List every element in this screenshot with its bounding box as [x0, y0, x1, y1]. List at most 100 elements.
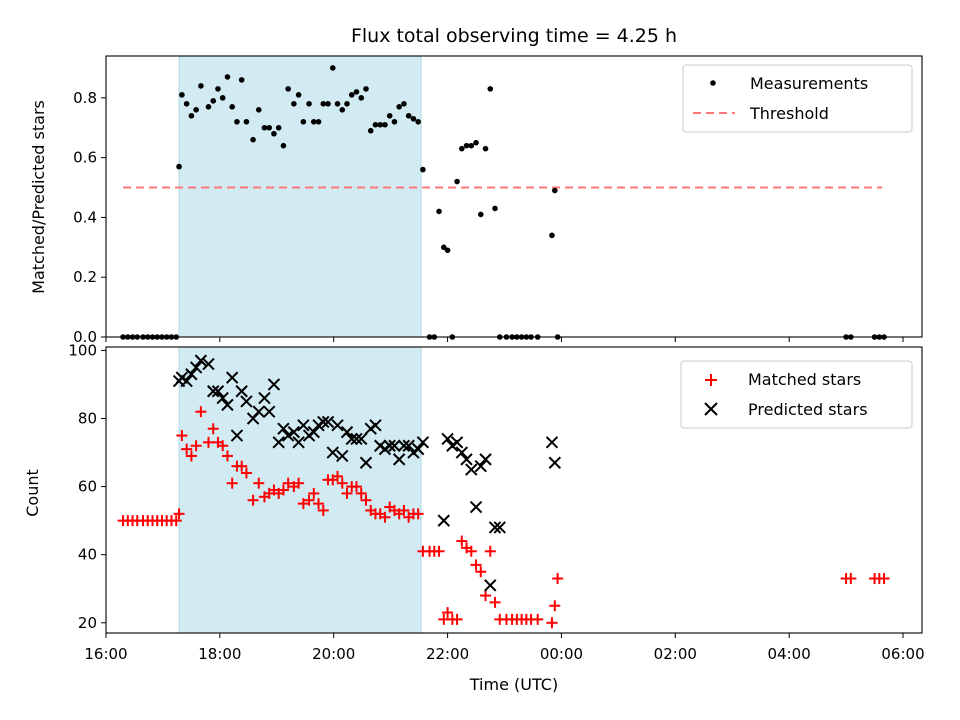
matched-star-point: [226, 477, 238, 489]
predicted-star-point: [240, 395, 253, 408]
measurement-point: [459, 145, 465, 152]
matched-star-point: [341, 487, 353, 499]
measurement-point: [310, 118, 317, 125]
measurement-point: [436, 208, 442, 215]
predicted-star-point: [272, 436, 285, 449]
matched-star-point: [350, 481, 362, 493]
bottom-axes-frame: [105, 346, 923, 634]
measurement-point: [372, 121, 379, 128]
measurement-point: [391, 118, 398, 125]
measurement-point: [396, 104, 402, 110]
measurement-point: [386, 112, 393, 119]
measurement-point: [250, 136, 256, 143]
matched-star-point: [221, 450, 233, 462]
predicted-star-point: [469, 500, 483, 514]
measurement-point: [477, 211, 484, 218]
chart-title: Flux total observing time = 4.25 h: [351, 25, 677, 47]
measurement-point: [552, 187, 558, 194]
measurement-point: [325, 101, 331, 107]
matched-star-point: [293, 477, 305, 489]
legend-matched-marker: [705, 374, 717, 386]
measurement-point: [410, 115, 417, 122]
measurement-point: [285, 86, 291, 92]
predicted-star-point: [221, 398, 234, 412]
predicted-star-point: [369, 419, 382, 432]
matched-star-point: [190, 440, 202, 452]
matched-star-point: [433, 545, 445, 557]
measurement-point: [454, 178, 460, 185]
matched-star-point: [170, 515, 182, 527]
predicted-star-point: [383, 439, 396, 452]
measurement-point: [382, 121, 388, 128]
bottom-y-axis-label: Count: [23, 469, 42, 517]
measurement-point: [234, 118, 240, 125]
matched-star-point: [489, 596, 501, 608]
y-tick-label: 40: [78, 546, 97, 564]
matched-star-point: [336, 477, 348, 489]
matched-star-point: [355, 487, 367, 499]
predicted-star-point: [392, 453, 406, 466]
legend-threshold-label: Threshold: [749, 104, 829, 123]
measurement-point: [176, 163, 182, 170]
matched-star-point: [552, 573, 564, 585]
matched-star-point: [176, 430, 188, 442]
predicted-star-point: [345, 432, 358, 446]
measurement-point: [224, 74, 231, 80]
measurement-point: [487, 86, 494, 92]
measurement-point: [377, 121, 384, 128]
matched-star-point: [360, 494, 372, 506]
measurement-point: [348, 92, 355, 98]
measurement-point: [306, 101, 312, 107]
predicted-star-point: [355, 432, 368, 446]
measurement-point: [549, 232, 555, 239]
measurement-point: [401, 101, 407, 107]
measurement-point: [275, 124, 282, 131]
x-tick-label: 20:00: [312, 645, 355, 663]
matched-star-point: [181, 443, 193, 455]
measurement-point: [266, 124, 273, 131]
measurement-point: [291, 101, 297, 107]
predicted-star-point: [359, 456, 373, 469]
matched-star-point: [247, 494, 259, 506]
y-tick-label: 80: [78, 410, 97, 428]
matched-stars-points: [117, 406, 890, 629]
legend-matched-label: Matched stars: [748, 370, 861, 389]
predicted-star-point: [331, 419, 344, 432]
matched-star-point: [240, 467, 252, 479]
measurement-point: [271, 130, 277, 137]
measurement-point: [255, 107, 262, 113]
predicted-star-point: [235, 385, 248, 398]
predicted-star-point: [202, 357, 215, 371]
matched-star-point: [253, 477, 265, 489]
x-tick-label: 02:00: [654, 645, 697, 663]
bottom-legend: Matched stars Predicted stars: [680, 360, 913, 429]
matched-star-point: [475, 566, 487, 578]
predicted-star-point: [474, 459, 487, 473]
matched-star-point: [303, 494, 315, 506]
matched-star-point: [195, 406, 207, 418]
bottom-x-ticks: 16:00 18:00 20:00 22:00 00:00 02:00 04:00 06:00: [84, 633, 925, 663]
bottom-y-ticks: 20 40 60 80 100: [68, 341, 106, 632]
top-legend-box: [682, 64, 913, 133]
measurement-point: [210, 98, 217, 104]
measurement-point: [315, 118, 322, 125]
x-tick-label: 16:00: [84, 645, 127, 663]
matched-star-point: [532, 613, 544, 625]
y-tick-label: 0.6: [73, 149, 97, 167]
matched-star-point: [484, 545, 496, 557]
predicted-star-point: [287, 425, 301, 439]
measurement-point: [193, 107, 199, 113]
legend-measurements-marker: [710, 80, 716, 86]
matched-star-point: [549, 600, 561, 612]
measurement-point: [334, 101, 341, 107]
y-tick-label: 0.0: [73, 328, 97, 346]
matched-star-point: [878, 573, 890, 585]
matched-star-point: [456, 535, 468, 547]
measurement-point: [205, 104, 212, 110]
predicted-star-point: [548, 456, 562, 469]
top-y-axis-label: Matched/Predicted stars: [29, 100, 48, 294]
predicted-star-point: [441, 432, 454, 446]
x-tick-label: 04:00: [768, 645, 811, 663]
matched-star-point: [185, 450, 197, 462]
